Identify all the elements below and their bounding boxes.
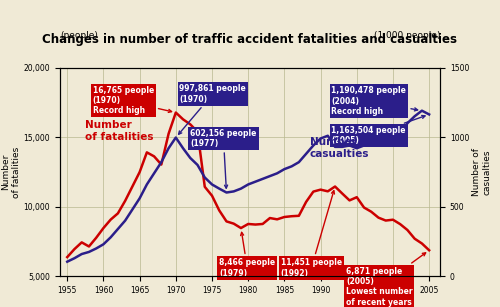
Text: 8,466 people
(1979): 8,466 people (1979) [219,232,276,278]
Y-axis label: Number
of fatalities: Number of fatalities [2,146,21,197]
Text: 11,451 people
(1992): 11,451 people (1992) [281,191,342,278]
Text: 1,163,504 people
(2005): 1,163,504 people (2005) [332,115,425,146]
Text: 6,871 people
(2005)
Lowest number
of recent years: 6,871 people (2005) Lowest number of rec… [346,253,426,307]
Text: Number
of fatalities: Number of fatalities [86,120,154,142]
Text: 1,190,478 people
(2004)
Record high: 1,190,478 people (2004) Record high [332,86,418,116]
Text: 997,861 people
(1970): 997,861 people (1970) [178,84,246,134]
Y-axis label: Number of
casualties: Number of casualties [472,148,492,196]
Text: Number of
casualties: Number of casualties [310,137,372,159]
Text: 602,156 people
(1977): 602,156 people (1977) [190,129,256,188]
Text: (people): (people) [60,31,98,41]
Text: 16,765 people
(1970)
Record high: 16,765 people (1970) Record high [92,86,172,115]
Title: Changes in number of traffic accident fatalities and casualties: Changes in number of traffic accident fa… [42,33,458,45]
Text: (1,000 people): (1,000 people) [374,31,440,41]
